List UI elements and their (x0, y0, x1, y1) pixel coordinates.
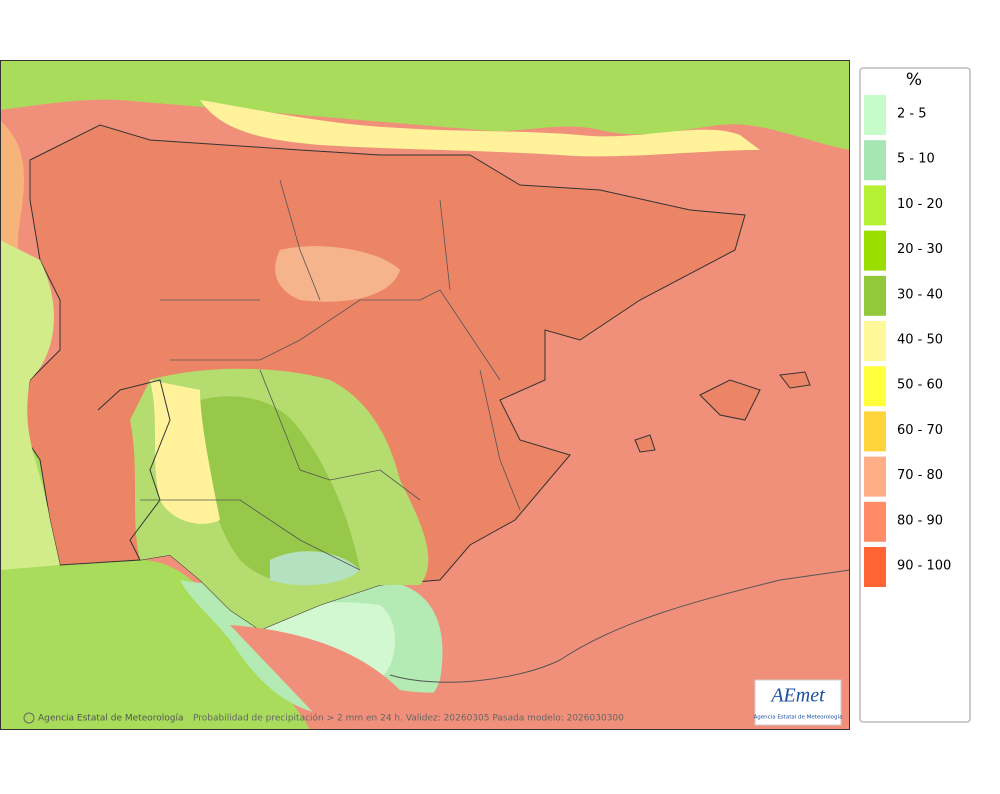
legend-label: 5 - 10 (897, 152, 935, 167)
central-light (275, 246, 400, 302)
legend-label: 20 - 30 (897, 242, 943, 257)
logo-subtitle: Agencia Estatal de Meteorología (754, 714, 843, 721)
region-borders (140, 179, 521, 571)
map (0, 60, 851, 730)
credit: Agencia Estatal de Meteorología (38, 714, 184, 724)
legend-label: 2 - 5 (897, 107, 927, 122)
legend-label: 80 - 90 (897, 513, 943, 528)
logo-box (754, 679, 842, 726)
legend: % 2 - 5 5 - 10 10 - 20 20 - 30 30 - 40 40 - 5… (859, 67, 971, 723)
legend-label: 90 - 100 (897, 559, 951, 574)
south-dark-green (200, 396, 360, 584)
copyright-icon (23, 712, 35, 724)
coastal-band (200, 100, 760, 157)
balearic-islands (634, 371, 811, 453)
legend-swatch (864, 140, 886, 181)
guadalquivir-mint (270, 551, 360, 586)
africa (230, 570, 850, 730)
map-description: Probabilidad de precipitación > 2 mm en … (193, 713, 624, 724)
southwest-sea (0, 427, 310, 730)
legend-label: 30 - 40 (897, 287, 943, 302)
portugal-coast (0, 240, 60, 570)
north-sea-band (0, 60, 850, 150)
legend-label: 70 - 80 (897, 468, 943, 483)
map-frame (0, 60, 850, 730)
legend-label: 50 - 60 (897, 378, 943, 393)
legend-swatch (864, 411, 886, 452)
legend-swatch (864, 185, 886, 226)
portugal-border (97, 379, 171, 561)
legend-panel (859, 67, 971, 723)
legend-swatch (864, 321, 886, 361)
africa-coast (389, 569, 851, 683)
legend-label: 60 - 70 (897, 423, 943, 438)
legend-label: 40 - 50 (897, 333, 943, 348)
logo-name: AEmet (769, 685, 825, 707)
extremadura-yellow (150, 380, 220, 524)
legend-swatch (864, 501, 886, 542)
legend-swatch (864, 275, 886, 316)
legend-swatch (864, 230, 886, 271)
legend-label: 10 - 20 (897, 197, 943, 212)
legend-swatch (864, 366, 886, 407)
legend-swatch (864, 547, 886, 587)
legend-title: % (906, 70, 922, 90)
legend-swatch (864, 456, 886, 497)
legend-swatch (864, 95, 886, 135)
logo: AEmet Agencia Estatal de Meteorología (754, 679, 843, 726)
